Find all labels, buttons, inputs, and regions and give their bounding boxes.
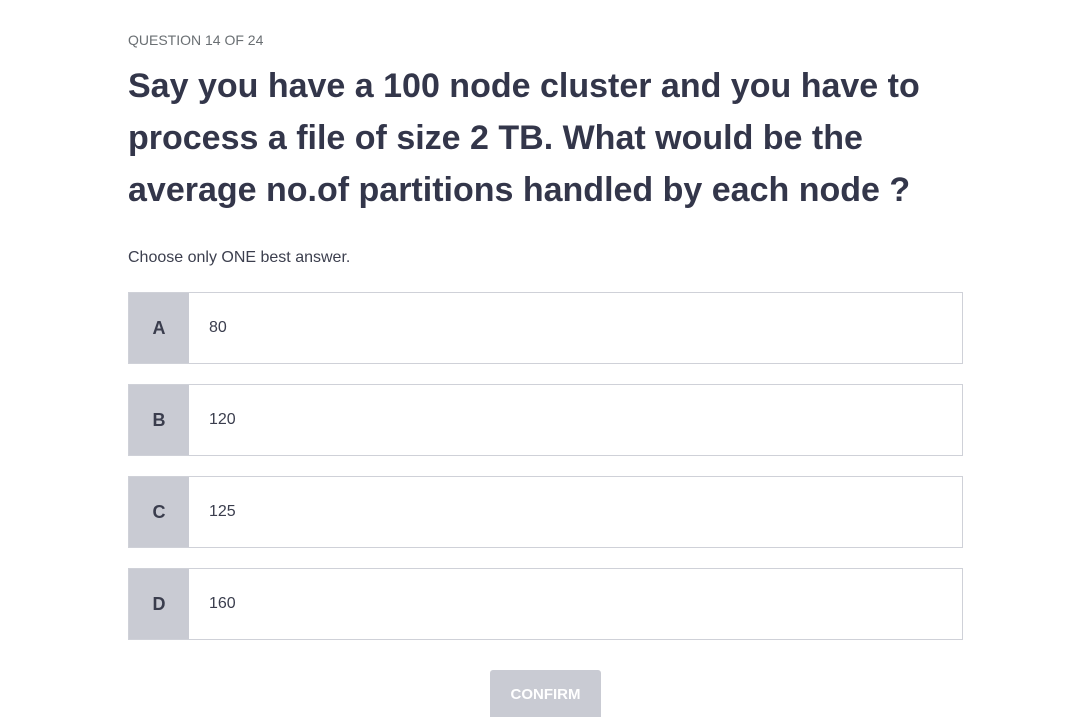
answer-options: A 80 B 120 C 125 D 160 [128,292,963,660]
option-text: 125 [209,503,236,520]
question-title: Say you have a 100 node cluster and you … [128,67,920,209]
answer-instruction: Choose only ONE best answer. [128,249,351,266]
confirm-button[interactable]: CONFIRM [490,670,601,717]
option-d[interactable]: D 160 [128,568,963,640]
option-text: 120 [209,411,236,428]
option-letter: C [129,477,189,547]
option-text: 160 [209,595,236,612]
option-letter: D [129,569,189,639]
question-counter: QUESTION 14 OF 24 [128,32,264,48]
option-a[interactable]: A 80 [128,292,963,364]
option-letter: B [129,385,189,455]
option-letter: A [129,293,189,363]
option-c[interactable]: C 125 [128,476,963,548]
option-text: 80 [209,319,227,336]
option-b[interactable]: B 120 [128,384,963,456]
